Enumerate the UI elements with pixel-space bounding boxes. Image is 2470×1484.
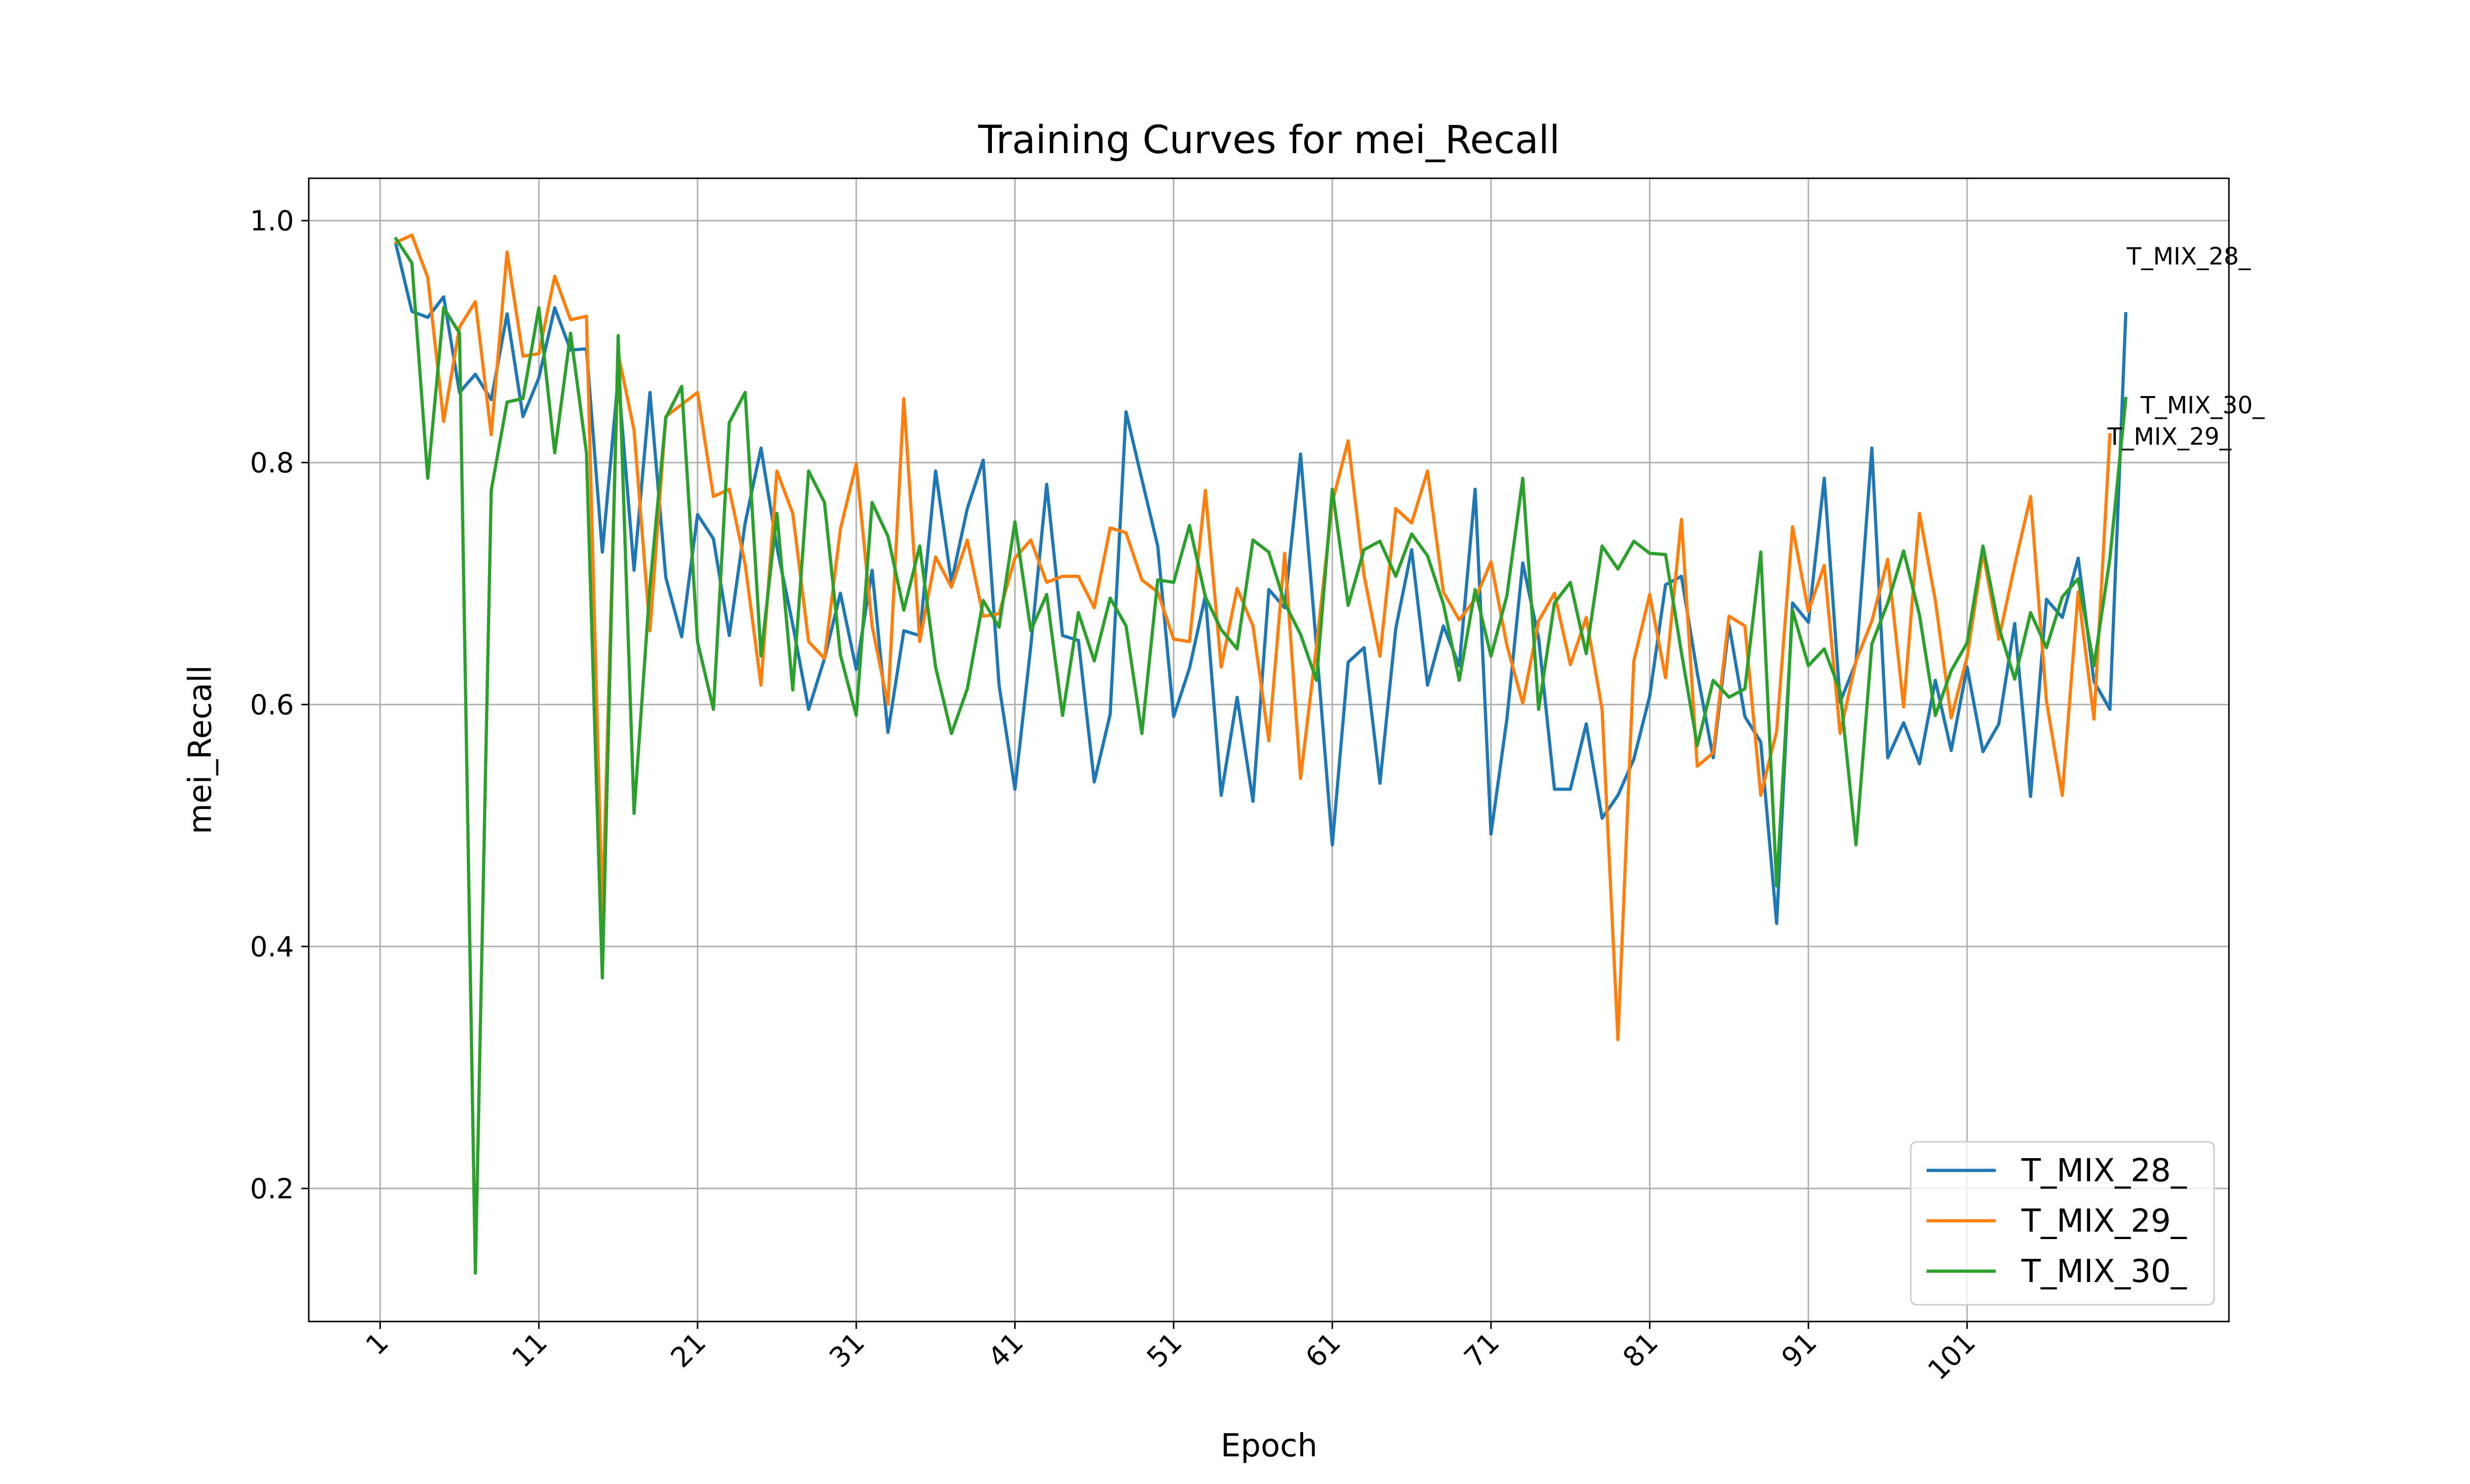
legend-label: T_MIX_28_ [2021, 1153, 2187, 1189]
y-tick-label: 0.2 [250, 1173, 294, 1205]
y-tick-label: 1.0 [250, 205, 294, 238]
plot-area-frame [308, 177, 2230, 1323]
series-end-label: T_MIX_29_ [2107, 423, 2232, 450]
series-end-label: T_MIX_30_ [2140, 392, 2265, 419]
y-axis-ticks: 0.2 0.4 0.6 0.8 1.0 [250, 205, 309, 1205]
legend-box [1910, 1141, 2215, 1306]
y-tick-label: 0.8 [250, 447, 294, 480]
chart-title: Training Curves for mei_Recall [978, 118, 1560, 162]
y-axis-label: mei_Recall [182, 665, 219, 834]
series-lines [394, 233, 2128, 1275]
grid-lines [309, 178, 2229, 1322]
legend-label: T_MIX_30_ [2021, 1253, 2187, 1290]
y-tick-label: 0.4 [250, 931, 294, 963]
series-line-t-mix-28 [394, 242, 2128, 925]
legend-label: T_MIX_29_ [2021, 1203, 2187, 1240]
x-axis-label: Epoch [1221, 1428, 1317, 1464]
legend: T_MIX_28_ T_MIX_29_ T_MIX_30_ [1910, 1141, 2215, 1306]
y-tick-label: 0.6 [250, 689, 294, 722]
series-end-labels: T_MIX_28_ T_MIX_29_ T_MIX_30_ [2107, 242, 2265, 450]
series-line-t-mix-30 [394, 237, 2128, 1275]
series-end-label: T_MIX_28_ [2126, 242, 2251, 270]
